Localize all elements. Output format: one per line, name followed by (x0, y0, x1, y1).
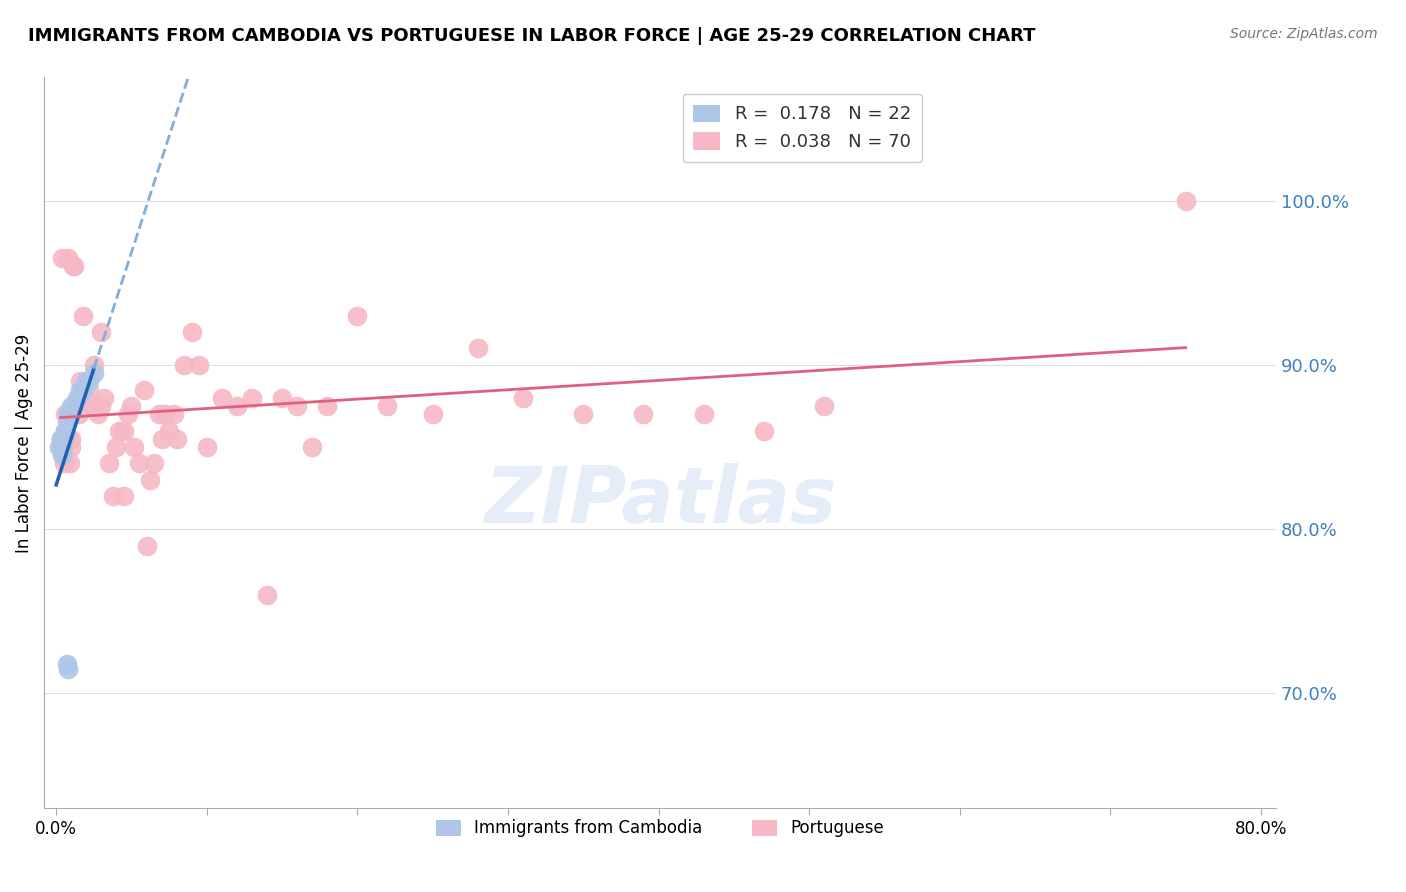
Point (271, 391, 294, 405)
Point (143, 457, 166, 471)
Text: Source: ZipAtlas.com: Source: ZipAtlas.com (1230, 27, 1378, 41)
Point (83, 358, 105, 372)
Point (157, 424, 180, 438)
Point (53, 432, 76, 446)
Point (693, 407, 716, 421)
Point (633, 407, 655, 421)
Point (48, 440, 70, 454)
Point (117, 407, 139, 421)
Point (52, 432, 75, 446)
Point (51, 251, 73, 265)
Point (63, 399, 86, 413)
Point (72, 383, 94, 397)
Point (66, 391, 89, 405)
Point (55, 657, 77, 671)
Point (52, 448, 75, 462)
Point (59, 407, 82, 421)
Point (153, 407, 176, 421)
Point (467, 342, 489, 356)
Point (60, 440, 83, 454)
Point (60, 432, 83, 446)
Point (316, 399, 339, 413)
Point (195, 440, 218, 454)
Point (75, 375, 97, 389)
Point (377, 399, 399, 413)
Point (69, 375, 91, 389)
Point (58, 407, 80, 421)
Text: ZIPatlas: ZIPatlas (484, 464, 837, 540)
Point (346, 309, 368, 323)
Point (103, 489, 125, 503)
Point (752, 424, 775, 438)
Point (166, 432, 188, 446)
Point (150, 432, 173, 446)
Point (97, 457, 120, 471)
Point (72, 309, 94, 323)
Point (148, 407, 170, 421)
Point (512, 391, 534, 405)
Point (256, 588, 278, 602)
Point (63, 260, 86, 274)
Point (79, 383, 101, 397)
Point (69, 383, 91, 397)
Point (240, 391, 263, 405)
Point (62, 260, 84, 274)
Point (79, 375, 101, 389)
Point (225, 399, 247, 413)
Point (422, 407, 444, 421)
Point (52, 432, 75, 446)
Point (58, 432, 80, 446)
Point (572, 407, 595, 421)
Point (138, 473, 160, 487)
Point (285, 399, 308, 413)
Point (813, 399, 835, 413)
Point (120, 399, 142, 413)
Point (75, 391, 97, 405)
Point (58, 251, 80, 265)
Point (1174, 194, 1197, 208)
Point (49, 432, 72, 446)
Point (180, 325, 202, 339)
Point (49, 432, 72, 446)
Text: IMMIGRANTS FROM CAMBODIA VS PORTUGUESE IN LABOR FORCE | AGE 25-29 CORRELATION CH: IMMIGRANTS FROM CAMBODIA VS PORTUGUESE I… (28, 27, 1036, 45)
Legend: Immigrants from Cambodia, Portuguese: Immigrants from Cambodia, Portuguese (429, 813, 891, 844)
Point (51, 448, 73, 462)
Point (188, 358, 211, 372)
Y-axis label: In Labor Force | Age 25-29: In Labor Force | Age 25-29 (15, 334, 32, 552)
Point (53, 424, 76, 438)
Point (128, 457, 150, 471)
Point (93, 391, 115, 405)
Point (67, 391, 90, 405)
Point (55, 407, 77, 421)
Point (211, 391, 233, 405)
Point (135, 539, 157, 553)
Point (83, 366, 105, 380)
Point (162, 407, 184, 421)
Point (124, 440, 146, 454)
Point (173, 358, 195, 372)
Point (105, 440, 128, 454)
Point (51, 440, 73, 454)
Point (52, 457, 75, 471)
Point (49, 432, 72, 446)
Point (90, 325, 112, 339)
Point (132, 383, 155, 397)
Point (90, 399, 112, 413)
Point (60, 399, 83, 413)
Point (87, 407, 110, 421)
Point (112, 424, 135, 438)
Point (53, 407, 76, 421)
Point (83, 399, 105, 413)
Point (108, 424, 131, 438)
Point (112, 489, 135, 503)
Point (67, 407, 90, 421)
Point (53, 424, 76, 438)
Point (59, 457, 82, 471)
Point (301, 440, 323, 454)
Point (58, 662, 80, 676)
Point (51, 440, 73, 454)
Point (55, 416, 77, 430)
